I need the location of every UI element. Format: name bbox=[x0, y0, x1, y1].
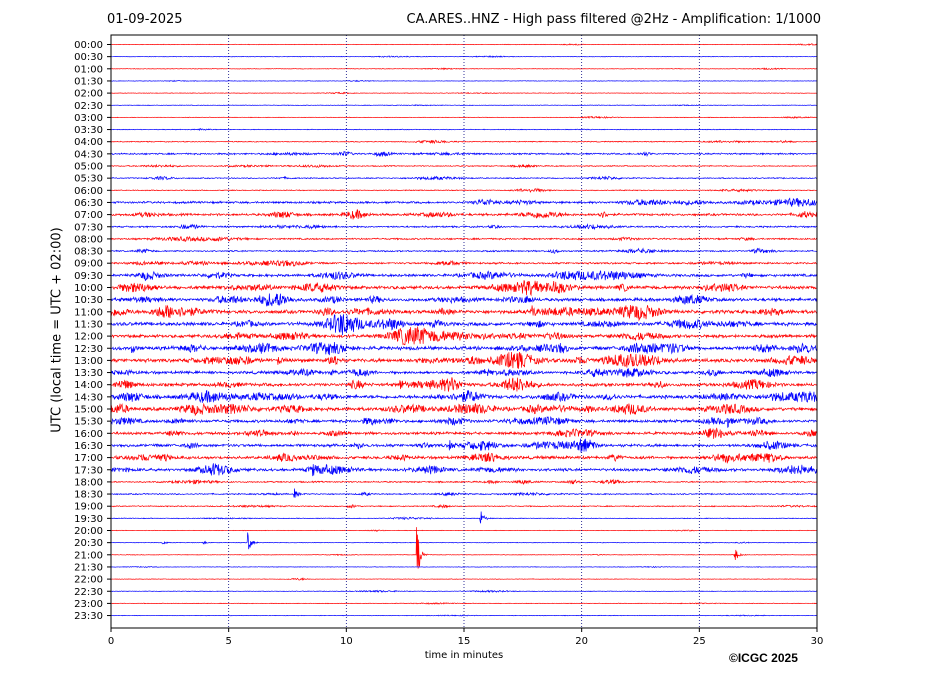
y-tick-label: 15:30 bbox=[74, 417, 103, 428]
y-tick-label: 08:30 bbox=[74, 247, 103, 258]
trace-07:30 bbox=[110, 223, 818, 231]
y-tick-label: 14:30 bbox=[74, 392, 103, 403]
chart-title: CA.ARES..HNZ - High pass filtered @2Hz -… bbox=[406, 12, 821, 27]
y-tick-label: 04:30 bbox=[74, 149, 103, 160]
y-tick-label: 00:00 bbox=[74, 40, 103, 51]
y-tick-label: 12:00 bbox=[74, 332, 103, 343]
y-tick-label: 16:30 bbox=[74, 441, 103, 452]
y-tick-label: 23:30 bbox=[74, 611, 103, 622]
y-tick-label: 17:30 bbox=[74, 465, 103, 476]
y-tick-label: 11:30 bbox=[74, 319, 103, 330]
y-tick-label: 05:00 bbox=[74, 162, 103, 173]
trace-23:00 bbox=[110, 602, 818, 605]
y-tick-label: 02:00 bbox=[74, 89, 103, 100]
y-tick-label: 20:00 bbox=[74, 526, 103, 537]
trace-04:30 bbox=[110, 150, 818, 158]
y-tick-label: 06:30 bbox=[74, 198, 103, 209]
x-tick-label: 20 bbox=[575, 636, 588, 647]
x-ticks: 0 5 10 15 20 25 30 bbox=[108, 628, 824, 647]
y-tick-label: 17:00 bbox=[74, 453, 103, 464]
y-tick-label: 00:30 bbox=[74, 52, 103, 63]
y-tick-label: 18:00 bbox=[74, 477, 103, 488]
y-tick-label: 02:30 bbox=[74, 101, 103, 112]
y-tick-label: 13:30 bbox=[74, 368, 103, 379]
trace-04:00 bbox=[110, 139, 818, 145]
y-tick-label: 01:00 bbox=[74, 64, 103, 75]
trace-06:30 bbox=[110, 197, 818, 208]
y-tick-label: 21:30 bbox=[74, 562, 103, 573]
y-tick-label: 05:30 bbox=[74, 174, 103, 185]
x-tick-label: 0 bbox=[108, 636, 114, 647]
copyright-label: ©ICGC 2025 bbox=[729, 651, 798, 665]
y-tick-label: 19:00 bbox=[74, 502, 103, 513]
x-tick-label: 25 bbox=[693, 636, 706, 647]
y-tick-label: 09:00 bbox=[74, 259, 103, 270]
trace-13:30 bbox=[110, 367, 818, 378]
trace-17:30 bbox=[110, 463, 818, 477]
trace-03:30 bbox=[110, 127, 818, 132]
x-tick-label: 5 bbox=[225, 636, 231, 647]
trace-06:00 bbox=[110, 187, 818, 193]
y-tick-label: 20:30 bbox=[74, 538, 103, 549]
y-tick-label: 22:30 bbox=[74, 587, 103, 598]
y-tick-label: 14:00 bbox=[74, 380, 103, 391]
trace-23:30 bbox=[110, 614, 818, 617]
trace-05:30 bbox=[110, 175, 818, 181]
trace-16:30 bbox=[110, 438, 818, 453]
x-axis-label: time in minutes bbox=[424, 650, 504, 661]
trace-18:00 bbox=[110, 478, 818, 485]
y-tick-label: 23:00 bbox=[74, 599, 103, 610]
y-tick-label: 01:30 bbox=[74, 76, 103, 87]
trace-13:00 bbox=[110, 352, 818, 369]
y-tick-label: 10:30 bbox=[74, 295, 103, 306]
y-tick-label: 11:00 bbox=[74, 307, 103, 318]
y-tick-label: 12:30 bbox=[74, 344, 103, 355]
y-tick-label: 18:30 bbox=[74, 490, 103, 501]
x-tick-label: 10 bbox=[340, 636, 353, 647]
y-tick-label: 09:30 bbox=[74, 271, 103, 282]
y-tick-label: 16:00 bbox=[74, 429, 103, 440]
x-tick-label: 30 bbox=[811, 636, 824, 647]
y-tick-label: 08:00 bbox=[74, 234, 103, 245]
y-tick-label: 03:30 bbox=[74, 125, 103, 136]
trace-14:30 bbox=[110, 389, 818, 403]
trace-05:00 bbox=[110, 163, 818, 169]
y-tick-label: 15:00 bbox=[74, 405, 103, 416]
y-tick-label: 07:30 bbox=[74, 222, 103, 233]
trace-02:30 bbox=[110, 104, 818, 107]
trace-08:00 bbox=[110, 235, 818, 243]
y-tick-label: 13:00 bbox=[74, 356, 103, 367]
y-tick-label: 06:00 bbox=[74, 186, 103, 197]
y-tick-label: 07:00 bbox=[74, 210, 103, 221]
trace-18:30 bbox=[110, 488, 818, 498]
trace-20:30 bbox=[110, 532, 818, 550]
y-tick-label: 10:00 bbox=[74, 283, 103, 294]
y-tick-label: 19:30 bbox=[74, 514, 103, 525]
y-tick-label: 04:00 bbox=[74, 137, 103, 148]
grid-lines bbox=[228, 35, 700, 628]
trace-08:30 bbox=[110, 247, 818, 254]
trace-09:30 bbox=[110, 269, 818, 282]
date-label: 01-09-2025 bbox=[107, 12, 183, 27]
y-tick-label: 22:00 bbox=[74, 575, 103, 586]
y-tick-label: 03:00 bbox=[74, 113, 103, 124]
trace-03:00 bbox=[110, 115, 818, 120]
y-tick-label: 21:00 bbox=[74, 550, 103, 561]
x-tick-label: 15 bbox=[458, 636, 471, 647]
